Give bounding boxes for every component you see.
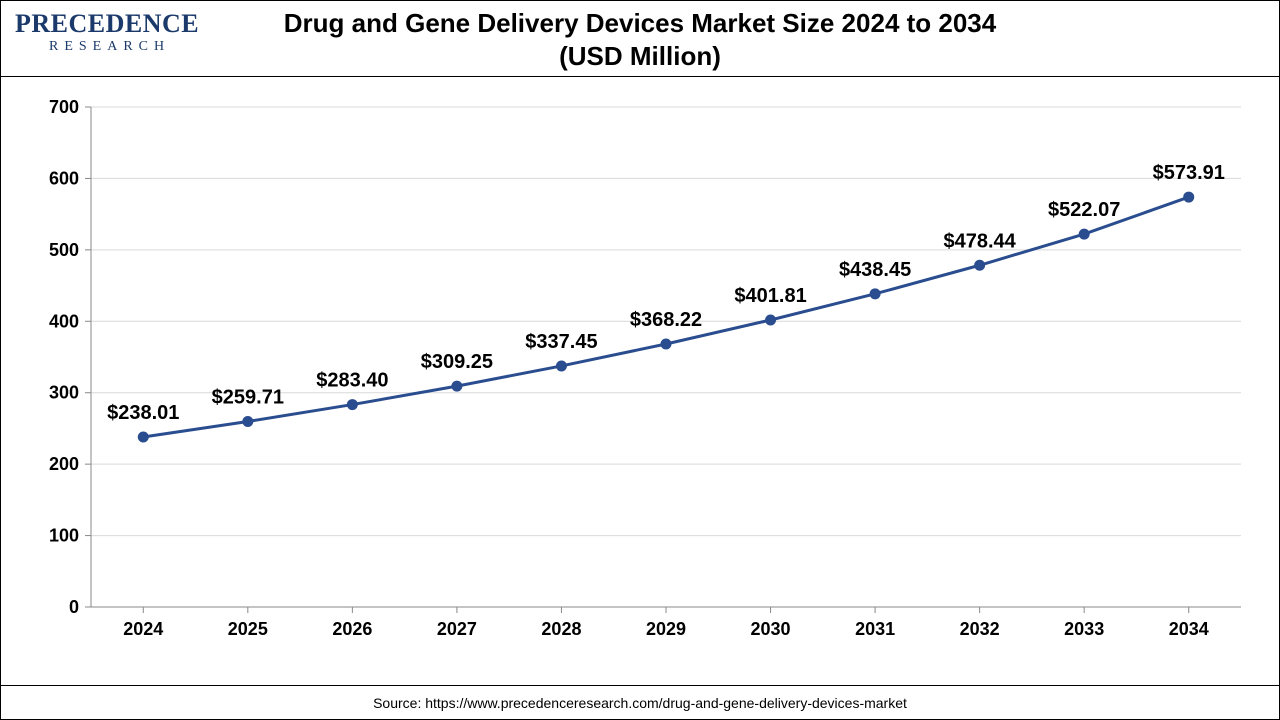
data-marker <box>1079 229 1089 239</box>
data-label: $478.44 <box>943 230 1016 252</box>
y-tick-label: 100 <box>49 526 79 546</box>
x-tick-label: 2025 <box>228 619 268 639</box>
data-label: $573.91 <box>1153 162 1225 184</box>
x-tick-label: 2030 <box>751 619 791 639</box>
data-labels: $238.01 $259.71 $283.40 $309.25 $337.45 $368.… <box>107 162 1225 424</box>
x-tick-label: 2024 <box>123 619 163 639</box>
y-tick-label: 600 <box>49 168 79 188</box>
y-tick-label: 500 <box>49 240 79 260</box>
y-tick-label: 200 <box>49 454 79 474</box>
data-label: $238.01 <box>107 402 179 424</box>
data-label: $401.81 <box>734 285 806 307</box>
data-marker <box>452 381 462 391</box>
x-tick-label: 2034 <box>1169 619 1209 639</box>
chart-title: Drug and Gene Delivery Devices Market Si… <box>1 7 1279 72</box>
data-label: $259.71 <box>212 386 284 408</box>
data-label: $368.22 <box>630 309 702 331</box>
data-label: $283.40 <box>316 370 388 392</box>
x-axis: 2024 2025 2026 2027 2028 2029 2030 2031 2032 2033… <box>91 607 1241 639</box>
data-marker <box>556 361 566 371</box>
data-label: $309.25 <box>421 351 493 373</box>
x-tick-label: 2033 <box>1064 619 1104 639</box>
x-tick-label: 2029 <box>646 619 686 639</box>
header-row: PRECEDENCE RESEARCH Drug and Gene Delive… <box>1 1 1279 77</box>
chart-area: 0100200300400500600700 20242025202620272… <box>1 77 1279 685</box>
data-marker <box>243 416 253 426</box>
gridlines <box>91 107 1241 607</box>
line-chart-svg: 0100200300400500600700 20242025202620272… <box>1 77 1279 685</box>
data-marker <box>975 260 985 270</box>
data-marker <box>661 339 671 349</box>
y-tick-label: 300 <box>49 383 79 403</box>
chart-frame: PRECEDENCE RESEARCH Drug and Gene Delive… <box>0 0 1280 720</box>
data-marker <box>870 289 880 299</box>
data-label: $337.45 <box>525 331 597 353</box>
y-tick-label: 400 <box>49 311 79 331</box>
source-citation: Source: https://www.precedenceresearch.c… <box>1 685 1279 719</box>
data-marker <box>138 432 148 442</box>
x-tick-label: 2027 <box>437 619 477 639</box>
x-tick-label: 2026 <box>332 619 372 639</box>
title-line1: Drug and Gene Delivery Devices Market Si… <box>284 8 996 38</box>
x-tick-label: 2031 <box>855 619 895 639</box>
data-label: $438.45 <box>839 259 911 281</box>
y-tick-label: 700 <box>49 97 79 117</box>
x-tick-label: 2028 <box>541 619 581 639</box>
y-tick-label: 0 <box>69 597 79 617</box>
title-line2: (USD Million) <box>559 41 721 71</box>
data-marker <box>766 315 776 325</box>
y-axis: 0 100 200 300 400 500 600 700 <box>49 97 91 617</box>
data-label: $522.07 <box>1048 199 1120 221</box>
x-tick-label: 2032 <box>960 619 1000 639</box>
data-marker <box>1184 192 1194 202</box>
data-marker <box>347 400 357 410</box>
